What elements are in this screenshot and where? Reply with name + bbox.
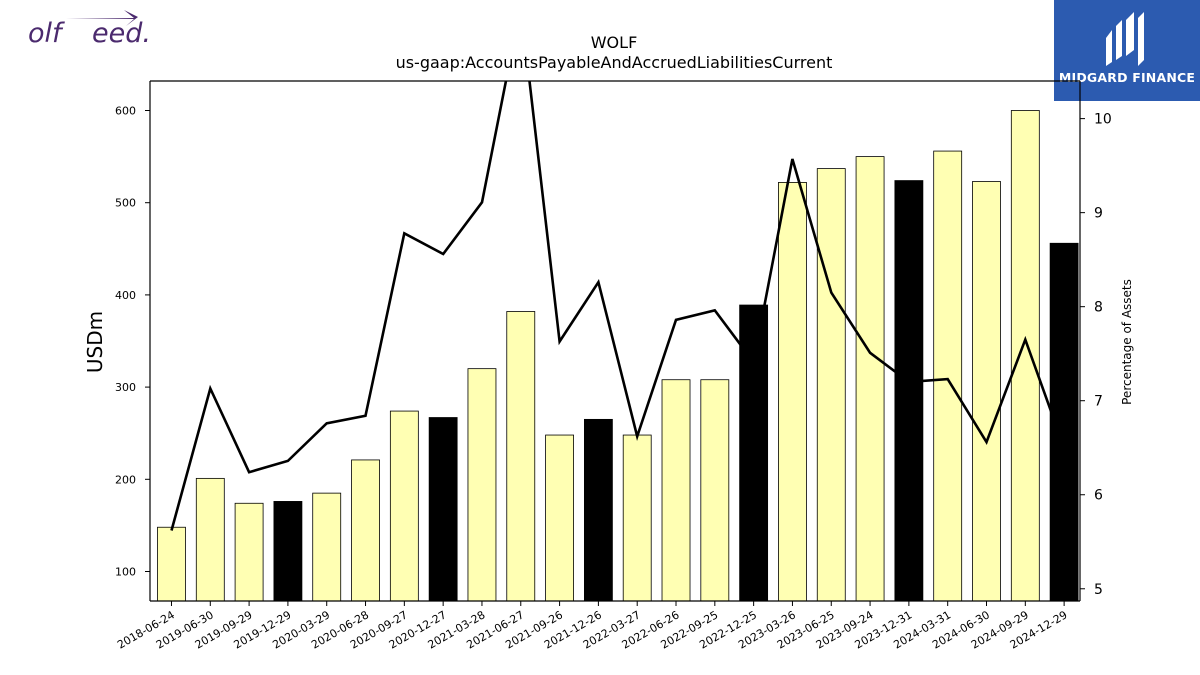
bar-2023-09-24 bbox=[855, 156, 885, 602]
bar-2024-06-30 bbox=[972, 181, 1001, 602]
bar-2020-12-27 bbox=[428, 417, 458, 602]
bar-2021-03-28 bbox=[467, 368, 497, 602]
y2-tick-label-5: 5 bbox=[1094, 582, 1103, 598]
bar-2022-03-27 bbox=[622, 434, 652, 602]
bar-2024-03-31 bbox=[933, 150, 963, 602]
y-tick-label-600: 600 bbox=[115, 105, 136, 118]
bar-2023-03-26 bbox=[778, 182, 807, 602]
logo-text-part1: olf bbox=[28, 18, 65, 49]
y2-tick-label-6: 6 bbox=[1094, 488, 1103, 504]
bar-2023-06-25 bbox=[816, 168, 846, 602]
chart-title: WOLF bbox=[591, 33, 638, 52]
y2-tick-label-9: 9 bbox=[1094, 206, 1103, 222]
bar-2021-09-26 bbox=[545, 434, 574, 602]
logo-arrow-icon bbox=[66, 10, 138, 26]
bar-2018-06-24 bbox=[157, 526, 186, 602]
bar-2020-09-27 bbox=[389, 410, 419, 602]
bar-2019-09-29 bbox=[234, 502, 264, 602]
y2-tick-label-7: 7 bbox=[1094, 394, 1103, 410]
right-logo: MIDGARD FINANCE bbox=[1054, 0, 1200, 101]
right-logo-brand-text: MIDGARD FINANCE bbox=[1058, 70, 1196, 85]
y-tick-label-400: 400 bbox=[115, 289, 136, 302]
bar-2021-12-26 bbox=[583, 418, 613, 602]
y-tick-label-500: 500 bbox=[115, 197, 136, 210]
y-axis-label: USDm bbox=[83, 311, 107, 373]
bar-2019-06-30 bbox=[195, 477, 225, 602]
bar-2024-09-29 bbox=[1010, 110, 1040, 602]
y2-tick-label-8: 8 bbox=[1094, 300, 1103, 316]
bar-2023-12-31 bbox=[894, 180, 924, 602]
midgard-mark-icon bbox=[1106, 12, 1144, 66]
bar-2020-03-29 bbox=[312, 492, 342, 602]
y-tick-label-200: 200 bbox=[115, 473, 136, 486]
bar-2019-12-29 bbox=[273, 501, 303, 602]
bar-2021-06-27 bbox=[506, 311, 536, 602]
logo-text-part2: eed. bbox=[92, 18, 151, 49]
left-logo: olf eed. bbox=[26, 4, 156, 52]
y-tick-label-100: 100 bbox=[115, 565, 136, 578]
y2-axis-label: Percentage of Assets bbox=[1120, 279, 1134, 405]
chart-subtitle: us-gaap:AccountsPayableAndAccruedLiabili… bbox=[396, 53, 833, 72]
y2-tick-label-10: 10 bbox=[1094, 112, 1112, 128]
y-tick-label-300: 300 bbox=[115, 381, 136, 394]
bar-2022-06-26 bbox=[661, 379, 691, 602]
bar-2020-06-28 bbox=[351, 459, 380, 602]
bar-2022-09-25 bbox=[700, 379, 730, 602]
line-series-percentage-of-assets bbox=[170, 81, 1066, 531]
